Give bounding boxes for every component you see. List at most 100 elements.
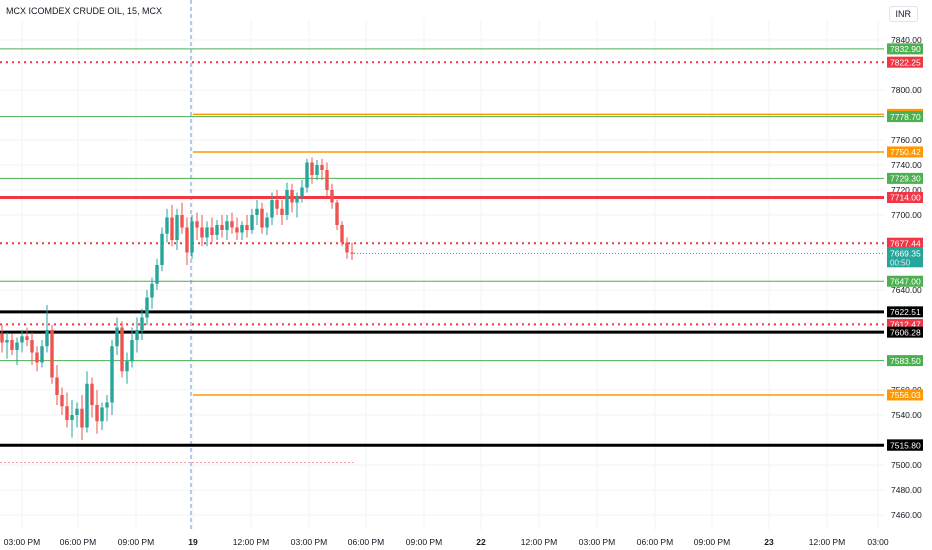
candle-body — [35, 352, 39, 363]
price-label-bg — [887, 306, 923, 318]
candle-body — [245, 225, 249, 230]
candle-body — [340, 225, 344, 243]
price-label-bg — [887, 43, 923, 55]
price-label-bg — [887, 146, 923, 158]
candle-body — [310, 162, 314, 175]
candle-body — [125, 361, 129, 372]
y-tick-label: 7740.00 — [891, 160, 922, 170]
price-label: 7714.00 — [890, 193, 921, 203]
y-tick-label: 7800.00 — [891, 85, 922, 95]
candle-body — [225, 221, 229, 230]
x-tick-label: 12:00 PM — [809, 537, 845, 547]
candle-body — [330, 190, 334, 203]
candle-body — [260, 208, 264, 228]
candle-body — [5, 340, 9, 343]
candle-body — [195, 221, 199, 228]
y-tick-label: 7640.00 — [891, 285, 922, 295]
price-label: 7556.03 — [890, 390, 921, 400]
x-tick-label: 22 — [476, 537, 486, 547]
price-label: 7647.00 — [890, 276, 921, 286]
candle-body — [300, 187, 304, 197]
candle-body — [345, 242, 349, 253]
candle-body — [175, 215, 179, 240]
candle-body — [305, 162, 309, 188]
candle-body — [320, 165, 324, 170]
price-label: 7822.25 — [890, 57, 921, 67]
price-label-bg — [887, 326, 923, 338]
y-tick-label: 7700.00 — [891, 210, 922, 220]
price-label: 7583.50 — [890, 356, 921, 366]
candle-body — [15, 342, 19, 350]
candle-body — [315, 165, 319, 175]
candle-body — [350, 252, 354, 254]
candle-body — [210, 227, 214, 235]
candle-body — [130, 340, 134, 362]
x-tick-label: 03:00 PM — [4, 537, 40, 547]
candle-body — [100, 407, 104, 422]
price-label: 7612.47 — [890, 320, 921, 330]
x-tick-label: 19 — [188, 537, 198, 547]
y-tick-label: 7540.00 — [891, 410, 922, 420]
candle-body — [150, 283, 154, 298]
price-label-bg — [887, 192, 923, 203]
candle-body — [25, 336, 29, 340]
candle-body — [90, 383, 94, 405]
price-label-bg — [887, 318, 923, 330]
candle-body — [295, 196, 299, 203]
candle-body — [270, 200, 274, 218]
candle-body — [65, 406, 69, 420]
price-label-bg — [887, 355, 923, 367]
price-label: 7832.90 — [890, 44, 921, 54]
x-tick-label: 03:00 PM — [579, 537, 615, 547]
x-tick-label: 06:00 PM — [637, 537, 673, 547]
candle-body — [200, 227, 204, 238]
candle-body — [220, 225, 224, 230]
price-label-bg — [887, 56, 923, 68]
last-price-label: 7669.35 — [890, 248, 921, 258]
candle-body — [285, 190, 289, 215]
candle-body — [290, 190, 294, 203]
x-tick-label: 06:00 PM — [60, 537, 96, 547]
candle-body — [85, 383, 89, 428]
price-label-bg — [887, 275, 923, 287]
candle-body — [255, 208, 259, 215]
chart-title: MCX ICOMDEX CRUDE OIL, 15, MCX — [6, 6, 163, 16]
last-price-bg — [887, 247, 923, 268]
currency-button[interactable]: INR — [888, 6, 918, 22]
x-tick-label: 23 — [764, 537, 774, 547]
x-tick-label: 03:00 — [867, 537, 889, 547]
candle-body — [280, 208, 284, 215]
price-label-bg — [887, 111, 923, 123]
x-tick-label: 09:00 PM — [694, 537, 730, 547]
candle-body — [115, 327, 119, 347]
y-tick-label: 7840.00 — [891, 35, 922, 45]
candle-body — [55, 377, 59, 395]
candle-body — [155, 265, 159, 284]
x-tick-label: 12:00 PM — [233, 537, 269, 547]
candle-body — [40, 346, 44, 363]
candle-body — [325, 170, 329, 190]
candle-body — [335, 202, 339, 225]
candle-body — [110, 346, 114, 403]
y-tick-label: 7480.00 — [891, 485, 922, 495]
candle-body — [185, 227, 189, 253]
y-tick-label: 7460.00 — [891, 510, 922, 520]
candle-body — [145, 297, 149, 318]
candle-body — [240, 225, 244, 233]
candle-body — [45, 330, 49, 347]
candle-body — [250, 215, 254, 230]
candle-body — [140, 317, 144, 330]
candle-body — [80, 408, 84, 428]
candle-body — [50, 330, 54, 378]
candle-body — [265, 217, 269, 228]
x-tick-label: 03:00 PM — [291, 537, 327, 547]
candle-body — [230, 221, 234, 228]
price-label-bg — [887, 237, 923, 249]
price-label: 7515.80 — [890, 440, 921, 450]
candle-body — [205, 227, 209, 238]
price-label: 7606.28 — [890, 327, 921, 337]
candle-body — [105, 402, 109, 408]
candle-body — [95, 405, 99, 422]
price-label-bg — [887, 389, 923, 401]
